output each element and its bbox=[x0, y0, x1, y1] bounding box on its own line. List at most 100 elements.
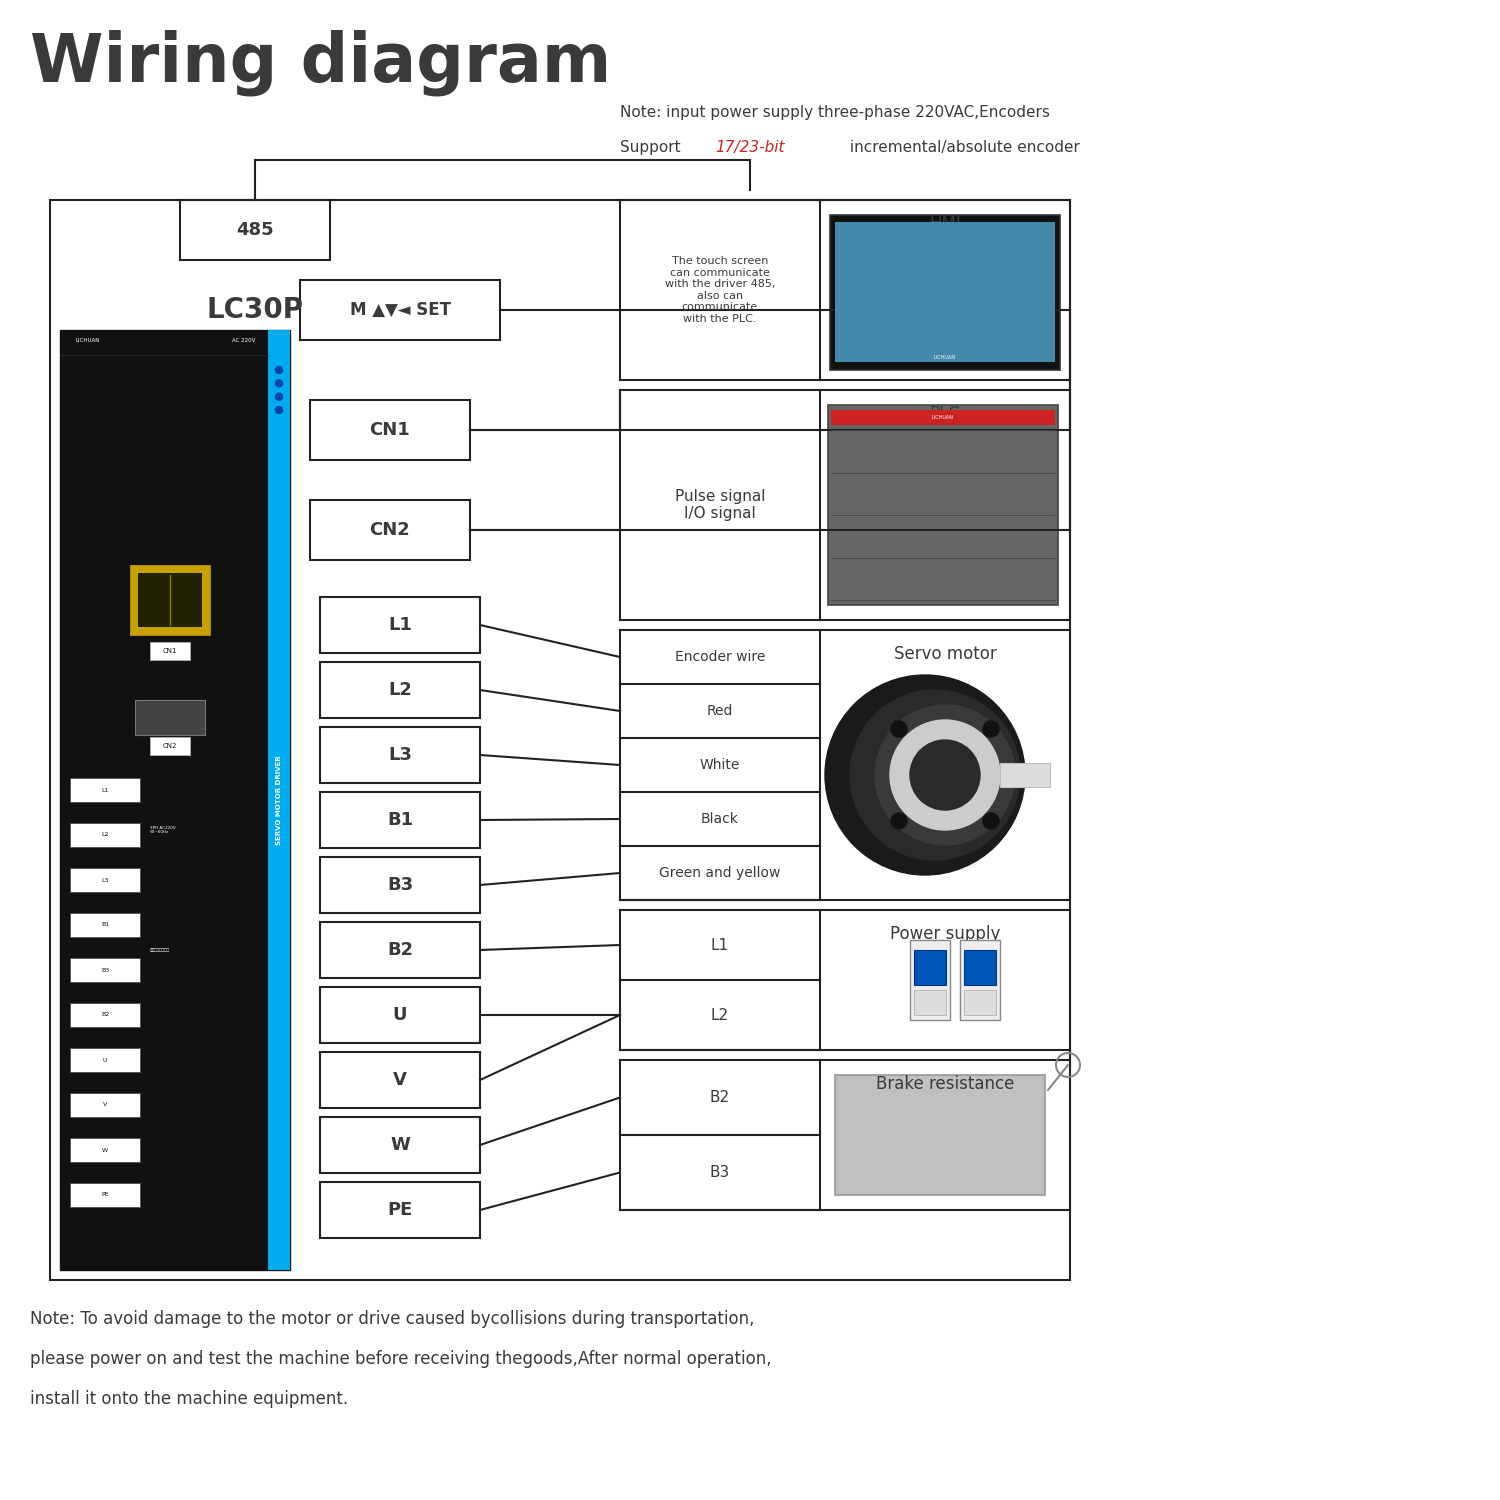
FancyBboxPatch shape bbox=[60, 330, 290, 1270]
Text: AC 220V: AC 220V bbox=[231, 338, 255, 344]
Text: L1: L1 bbox=[102, 788, 108, 792]
Text: L3: L3 bbox=[388, 746, 412, 764]
Circle shape bbox=[874, 705, 1016, 844]
FancyBboxPatch shape bbox=[70, 778, 140, 802]
Text: PE: PE bbox=[102, 1192, 108, 1197]
Text: B1: B1 bbox=[387, 812, 412, 830]
Text: B2: B2 bbox=[710, 1090, 730, 1106]
FancyBboxPatch shape bbox=[831, 410, 1054, 424]
Text: 3PH AC220V
50~60Hz: 3PH AC220V 50~60Hz bbox=[150, 825, 176, 834]
Circle shape bbox=[982, 813, 999, 830]
Text: SERVO MOTOR DRIVER: SERVO MOTOR DRIVER bbox=[276, 754, 282, 844]
FancyBboxPatch shape bbox=[1000, 764, 1050, 788]
Circle shape bbox=[825, 675, 1024, 874]
Text: White: White bbox=[700, 758, 740, 772]
FancyBboxPatch shape bbox=[70, 1004, 140, 1028]
Text: L2: L2 bbox=[711, 1008, 729, 1023]
Circle shape bbox=[891, 813, 908, 830]
Text: L1: L1 bbox=[388, 616, 412, 634]
Text: LICHUAN: LICHUAN bbox=[75, 338, 99, 344]
FancyBboxPatch shape bbox=[70, 1094, 140, 1118]
Text: Wiring diagram: Wiring diagram bbox=[30, 30, 612, 96]
Text: U: U bbox=[393, 1007, 406, 1025]
FancyBboxPatch shape bbox=[914, 990, 946, 1016]
Text: install it onto the machine equipment.: install it onto the machine equipment. bbox=[30, 1390, 348, 1408]
Text: CN2: CN2 bbox=[164, 742, 177, 748]
Text: The touch screen
can communicate
with the driver 485,
also can
communicate
with : The touch screen can communicate with th… bbox=[664, 256, 776, 324]
Text: CN2: CN2 bbox=[369, 520, 411, 538]
Text: 485: 485 bbox=[236, 220, 274, 238]
FancyBboxPatch shape bbox=[70, 868, 140, 892]
FancyBboxPatch shape bbox=[130, 566, 210, 634]
FancyBboxPatch shape bbox=[964, 950, 996, 986]
Text: W: W bbox=[390, 1136, 410, 1154]
Text: Power supply: Power supply bbox=[890, 926, 1001, 944]
Text: Note: input power supply three-phase 220VAC,Encoders: Note: input power supply three-phase 220… bbox=[620, 105, 1050, 120]
Text: B2: B2 bbox=[387, 940, 412, 958]
Text: L2: L2 bbox=[388, 681, 412, 699]
Text: Encoder wire: Encoder wire bbox=[675, 650, 765, 664]
Text: 17/23-bit: 17/23-bit bbox=[716, 140, 784, 154]
Text: B2: B2 bbox=[100, 1013, 109, 1017]
Circle shape bbox=[982, 722, 999, 736]
FancyBboxPatch shape bbox=[836, 222, 1054, 362]
Circle shape bbox=[891, 722, 908, 736]
FancyBboxPatch shape bbox=[135, 700, 206, 735]
FancyBboxPatch shape bbox=[828, 405, 1058, 604]
FancyBboxPatch shape bbox=[70, 1048, 140, 1072]
FancyBboxPatch shape bbox=[138, 573, 202, 627]
Text: B3: B3 bbox=[100, 968, 109, 972]
Circle shape bbox=[910, 740, 980, 810]
FancyBboxPatch shape bbox=[830, 214, 1060, 370]
Text: U: U bbox=[102, 1058, 108, 1062]
FancyBboxPatch shape bbox=[70, 1184, 140, 1208]
Text: M ▲▼◄ SET: M ▲▼◄ SET bbox=[350, 302, 450, 320]
FancyBboxPatch shape bbox=[964, 990, 996, 1016]
FancyBboxPatch shape bbox=[960, 940, 1000, 1020]
Text: B3: B3 bbox=[710, 1166, 730, 1180]
Text: Black: Black bbox=[700, 812, 740, 826]
Text: incremental/absolute encoder: incremental/absolute encoder bbox=[844, 140, 1080, 154]
Text: PE: PE bbox=[387, 1202, 412, 1219]
Text: B3: B3 bbox=[387, 876, 412, 894]
Text: B1: B1 bbox=[100, 922, 109, 927]
Circle shape bbox=[276, 380, 282, 387]
Text: PLC: PLC bbox=[930, 405, 960, 423]
Text: CN1: CN1 bbox=[162, 648, 177, 654]
Text: HMI: HMI bbox=[928, 214, 962, 232]
Text: please power on and test the machine before receiving thegoods,After normal oper: please power on and test the machine bef… bbox=[30, 1350, 771, 1368]
FancyBboxPatch shape bbox=[914, 950, 946, 986]
Text: Servo motor: Servo motor bbox=[894, 645, 996, 663]
Circle shape bbox=[890, 720, 1001, 830]
Text: LICHUAN: LICHUAN bbox=[932, 416, 954, 420]
Text: Green and yellow: Green and yellow bbox=[660, 865, 780, 880]
Text: Brake resistance: Brake resistance bbox=[876, 1076, 1014, 1094]
FancyBboxPatch shape bbox=[836, 1076, 1046, 1196]
Circle shape bbox=[276, 366, 282, 374]
Text: Pulse signal
I/O signal: Pulse signal I/O signal bbox=[675, 489, 765, 520]
Text: 外部制动器端子排: 外部制动器端子排 bbox=[150, 948, 170, 952]
FancyBboxPatch shape bbox=[70, 914, 140, 938]
FancyBboxPatch shape bbox=[70, 824, 140, 848]
Text: LICHUAN: LICHUAN bbox=[934, 356, 956, 360]
Text: V: V bbox=[104, 1102, 106, 1107]
FancyBboxPatch shape bbox=[150, 642, 190, 660]
Text: Note: To avoid damage to the motor or drive caused bycollisions during transport: Note: To avoid damage to the motor or dr… bbox=[30, 1310, 754, 1328]
FancyBboxPatch shape bbox=[268, 330, 290, 1270]
Text: Support: Support bbox=[620, 140, 686, 154]
Text: L3: L3 bbox=[102, 878, 108, 882]
Text: V: V bbox=[393, 1071, 406, 1089]
Text: CN1: CN1 bbox=[369, 422, 411, 440]
Text: W: W bbox=[102, 1148, 108, 1152]
Text: LC30P: LC30P bbox=[207, 296, 303, 324]
Text: Red: Red bbox=[706, 704, 734, 718]
Text: L1: L1 bbox=[711, 938, 729, 952]
FancyBboxPatch shape bbox=[70, 1138, 140, 1162]
Circle shape bbox=[850, 690, 1020, 859]
Circle shape bbox=[276, 393, 282, 400]
FancyBboxPatch shape bbox=[910, 940, 950, 1020]
FancyBboxPatch shape bbox=[70, 958, 140, 982]
Circle shape bbox=[276, 406, 282, 414]
Text: L2: L2 bbox=[102, 833, 108, 837]
FancyBboxPatch shape bbox=[150, 736, 190, 754]
